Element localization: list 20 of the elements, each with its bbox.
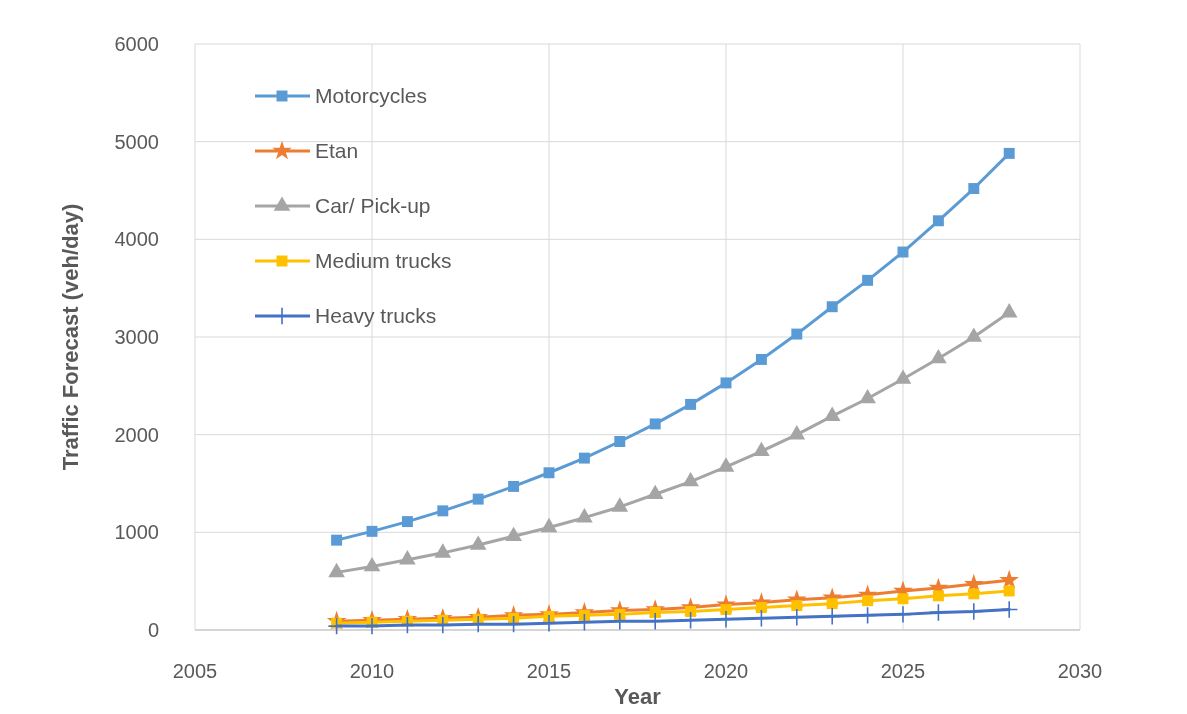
legend-label: Car/ Pick-up — [315, 194, 431, 218]
legend-label: Motorcycles — [315, 84, 428, 108]
y-tick-label: 1000 — [114, 521, 159, 544]
legend-label: Etan — [315, 139, 359, 163]
y-tick-label: 3000 — [114, 326, 159, 348]
y-tick-label: 0 — [147, 619, 159, 641]
legend-label: Heavy trucks — [315, 304, 437, 328]
x-tick-label: 2025 — [880, 660, 926, 682]
y-tick-label: 5000 — [114, 130, 159, 153]
legend-label: Medium trucks — [315, 249, 452, 273]
y-tick-label: 2000 — [114, 423, 159, 446]
x-tick-label: 2030 — [1057, 660, 1103, 682]
y-tick-label: 4000 — [114, 228, 159, 251]
x-tick-label: 2010 — [349, 660, 395, 682]
y-axis-title: Traffic Forecast (veh/day) — [58, 203, 83, 471]
y-tick-label: 6000 — [114, 33, 159, 55]
x-axis-title: Year — [614, 684, 662, 709]
x-tick-label: 2005 — [172, 660, 218, 682]
x-tick-label: 2020 — [703, 660, 749, 682]
x-tick-label: 2015 — [526, 660, 572, 682]
